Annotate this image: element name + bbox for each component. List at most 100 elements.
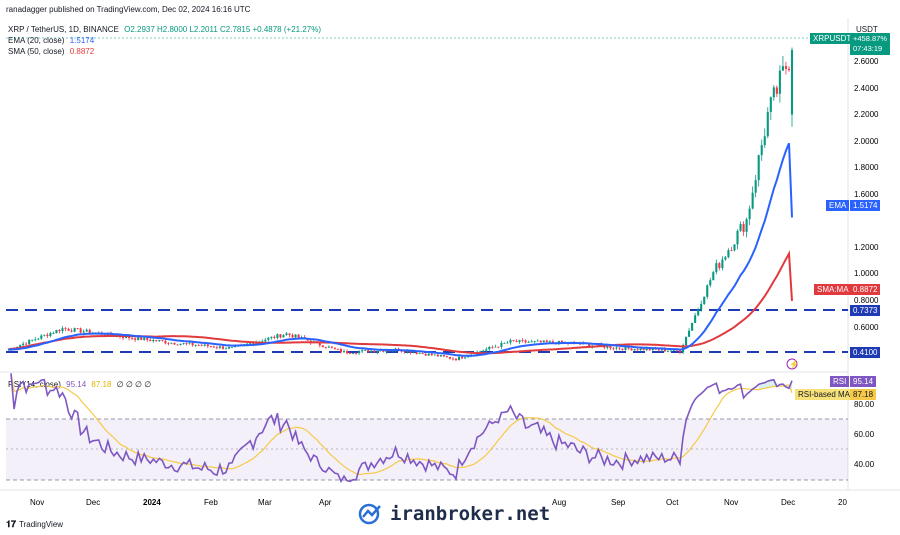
candle-body[interactable]: [82, 331, 85, 333]
candle-body[interactable]: [518, 340, 521, 342]
sma-value-tag[interactable]: 0.8872: [850, 284, 881, 295]
candle-body[interactable]: [31, 339, 34, 341]
candle-body[interactable]: [388, 350, 391, 352]
candle-body[interactable]: [412, 352, 415, 354]
candle-body[interactable]: [736, 230, 739, 245]
candle-body[interactable]: [279, 334, 282, 338]
candle-body[interactable]: [618, 347, 621, 349]
candle-body[interactable]: [43, 334, 46, 336]
candle-body[interactable]: [158, 340, 161, 342]
rsi-line[interactable]: [10, 373, 793, 484]
candle-body[interactable]: [688, 330, 691, 337]
candle-body[interactable]: [170, 342, 173, 344]
candle-body[interactable]: [339, 349, 343, 353]
candle-body[interactable]: [25, 343, 28, 345]
candle-body[interactable]: [739, 224, 742, 231]
candle-body[interactable]: [22, 343, 25, 346]
candle-body[interactable]: [318, 341, 321, 346]
resistance-level-tag[interactable]: 0.7373: [850, 305, 881, 316]
candle-body[interactable]: [712, 272, 715, 281]
candle-body[interactable]: [221, 346, 224, 349]
candle-body[interactable]: [121, 337, 125, 339]
candle-body[interactable]: [751, 192, 754, 209]
candle-body[interactable]: [197, 345, 200, 346]
candle-body[interactable]: [539, 340, 542, 343]
candle-body[interactable]: [421, 353, 424, 354]
candle-body[interactable]: [224, 348, 228, 350]
candle-body[interactable]: [464, 357, 467, 359]
candle-body[interactable]: [134, 338, 137, 340]
candle-body[interactable]: [790, 49, 794, 115]
candle-body[interactable]: [445, 356, 448, 358]
candle-body[interactable]: [270, 336, 273, 338]
candle-body[interactable]: [373, 350, 376, 353]
candle-body[interactable]: [230, 347, 234, 348]
candle-body[interactable]: [246, 343, 249, 345]
candle-body[interactable]: [703, 296, 706, 304]
candle-body[interactable]: [721, 259, 724, 269]
candle-body[interactable]: [748, 208, 751, 220]
candle-body[interactable]: [336, 348, 340, 350]
candle-body[interactable]: [361, 350, 364, 352]
candle-body[interactable]: [527, 342, 530, 343]
candle-body[interactable]: [348, 353, 352, 355]
candle-body[interactable]: [627, 346, 630, 349]
candle-body[interactable]: [560, 340, 564, 343]
candle-body[interactable]: [427, 353, 430, 356]
candle-body[interactable]: [137, 336, 140, 340]
candle-body[interactable]: [218, 346, 221, 348]
candle-body[interactable]: [709, 280, 712, 286]
candle-body[interactable]: [167, 343, 170, 345]
candle-body[interactable]: [249, 343, 252, 345]
candle-body[interactable]: [179, 343, 182, 345]
candle-body[interactable]: [772, 87, 775, 98]
candle-body[interactable]: [46, 334, 49, 337]
candle-body[interactable]: [424, 353, 427, 356]
candle-body[interactable]: [666, 350, 669, 352]
candle-body[interactable]: [149, 339, 152, 342]
candle-body[interactable]: [506, 342, 509, 344]
candle-body[interactable]: [745, 219, 748, 232]
candle-body[interactable]: [131, 338, 134, 339]
candle-body[interactable]: [645, 348, 648, 351]
candle-body[interactable]: [288, 333, 291, 335]
candle-body[interactable]: [152, 339, 155, 342]
candle-body[interactable]: [342, 351, 346, 353]
candle-body[interactable]: [781, 66, 784, 71]
candle-body[interactable]: [642, 348, 645, 351]
candle-body[interactable]: [364, 350, 367, 351]
candle-body[interactable]: [58, 330, 61, 332]
candle-body[interactable]: [757, 155, 760, 181]
symbol-price-tag[interactable]: XRPUSDT: [810, 33, 855, 44]
rsi-legend-row[interactable]: RSI (14, close) 95.14 87.18 ∅ ∅ ∅ ∅: [8, 380, 151, 390]
symbol-title[interactable]: XRP / TetherUS, 1D, BINANCE: [8, 25, 119, 34]
candle-body[interactable]: [787, 68, 791, 71]
candle-body[interactable]: [691, 322, 694, 331]
candle-body[interactable]: [612, 348, 615, 350]
candle-body[interactable]: [327, 346, 330, 348]
candle-body[interactable]: [367, 350, 370, 353]
candle-body[interactable]: [730, 250, 733, 251]
sma-50-line[interactable]: [7, 250, 793, 355]
candle-body[interactable]: [379, 350, 382, 352]
rsi-value-tag[interactable]: 95.14: [850, 376, 877, 387]
candle-body[interactable]: [651, 348, 654, 351]
candle-body[interactable]: [418, 353, 421, 354]
candle-body[interactable]: [439, 355, 442, 357]
candle-body[interactable]: [669, 350, 672, 352]
last-price-tag[interactable]: +458.87% 07:43:19: [850, 33, 890, 55]
candle-body[interactable]: [76, 328, 79, 329]
candle-body[interactable]: [330, 346, 333, 348]
candle-body[interactable]: [352, 353, 355, 355]
candle-body[interactable]: [297, 334, 300, 338]
candle-body[interactable]: [370, 350, 373, 353]
candle-body[interactable]: [409, 350, 412, 353]
candle-body[interactable]: [533, 341, 536, 342]
candle-body[interactable]: [73, 328, 76, 332]
candle-body[interactable]: [639, 348, 642, 351]
ema-value-tag[interactable]: 1.5174: [850, 200, 881, 211]
candle-body[interactable]: [491, 346, 494, 348]
candle-body[interactable]: [633, 349, 636, 351]
candle-body[interactable]: [512, 340, 515, 342]
candle-body[interactable]: [624, 346, 627, 350]
